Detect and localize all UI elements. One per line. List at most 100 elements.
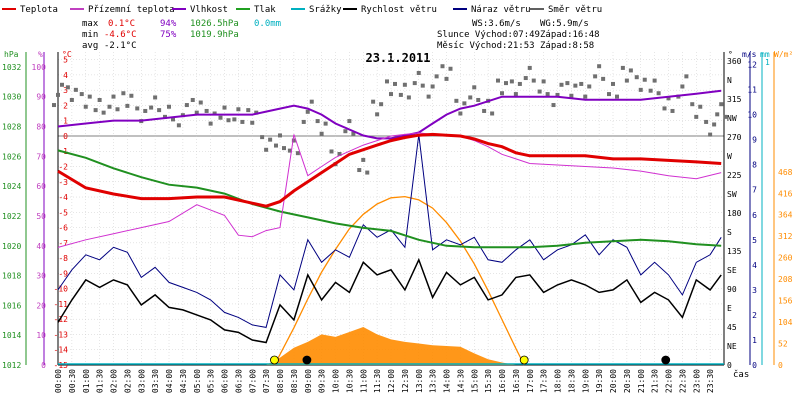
- sunset-text: Západ:16:48: [540, 30, 600, 40]
- tick-label-dir: S: [727, 228, 732, 237]
- tick-label-dir: W: [727, 152, 732, 161]
- wind-direction-point: [517, 81, 522, 86]
- tick-label-temp: 5: [63, 56, 68, 65]
- wind-direction-point: [246, 108, 251, 113]
- wind-direction-point: [620, 65, 625, 70]
- wind-direction-point: [712, 122, 717, 127]
- wind-direction-point: [167, 104, 171, 109]
- x-tick-label: 22:00: [665, 369, 674, 393]
- wind-direction-point: [684, 74, 689, 79]
- wind-direction-point: [412, 81, 417, 86]
- x-tick-label: 04:30: [179, 369, 188, 393]
- x-tick-label: 10:30: [345, 369, 354, 393]
- wind-direction-point: [579, 81, 584, 86]
- tick-label-temp: 3: [63, 86, 68, 95]
- tick-label-ms: 9: [752, 136, 757, 145]
- wind-direction-point: [462, 101, 467, 106]
- tick-label-dir: NE: [727, 342, 737, 351]
- wind-direction-point: [347, 119, 352, 124]
- stats-min-hum: 75%: [160, 30, 177, 40]
- wind-direction-point: [537, 89, 542, 94]
- x-tick-label: 19:30: [595, 369, 604, 393]
- chart-title: 23.1.2011: [365, 51, 430, 65]
- x-tick-label: 20:00: [609, 369, 618, 393]
- wind-direction-point: [454, 98, 459, 103]
- wind-direction-point: [569, 93, 574, 98]
- series-pressure: [57, 149, 722, 249]
- wind-direction-point: [583, 94, 588, 99]
- stats-max-rain: 0.0mm: [254, 19, 281, 29]
- wind-direction-point: [264, 147, 269, 152]
- wind-direction-point: [648, 88, 653, 93]
- wind-direction-point: [291, 138, 296, 143]
- wind-direction-point: [615, 94, 619, 99]
- wind-direction-point: [69, 97, 74, 102]
- tick-label-pct: 10: [36, 331, 46, 340]
- moonrise-marker: [661, 355, 671, 365]
- tick-label-pct: 70: [36, 152, 46, 161]
- tick-label-wm2: 0: [778, 361, 783, 370]
- tick-label-hpa: 1026: [2, 152, 21, 161]
- tick-label-wm2: 364: [778, 211, 793, 220]
- wind-direction-point: [440, 64, 445, 69]
- x-tick-label: 07:00: [248, 369, 257, 393]
- stats-min-press: 1019.9hPa: [190, 30, 239, 40]
- x-tick-label: 09:00: [304, 369, 313, 393]
- series-humidity: [57, 89, 722, 140]
- wind-direction-point: [496, 78, 500, 83]
- tick-label-pct: 20: [36, 301, 46, 310]
- wind-direction-point: [218, 115, 223, 120]
- tick-label-ms: 0: [752, 361, 757, 370]
- wind-direction-point: [393, 81, 397, 86]
- tick-label-temp: -6: [58, 224, 68, 233]
- x-tick-label: 02:30: [123, 369, 132, 393]
- tick-label-ms: 8: [752, 161, 757, 170]
- legend-label: Rychlost větru: [361, 5, 437, 15]
- legend-label: Přízemní teplota: [88, 5, 175, 15]
- series-ground-temp: [57, 132, 722, 248]
- wind-direction-point: [278, 133, 282, 138]
- wind-direction-point: [73, 87, 78, 92]
- wind-direction-point: [500, 91, 504, 96]
- tick-label-hpa: 1032: [2, 63, 21, 72]
- tick-label-wm2: 416: [778, 189, 793, 198]
- wind-direction-point: [163, 114, 167, 119]
- tick-label-temp: -4: [58, 193, 68, 202]
- series-temperature: [57, 132, 722, 208]
- x-tick-label: 15:00: [470, 369, 479, 393]
- wind-direction-point: [309, 99, 314, 104]
- x-tick-label: 11:00: [359, 369, 368, 393]
- x-tick-label: 18:30: [567, 369, 576, 393]
- wind-direction-point: [153, 95, 158, 100]
- tick-label-pct: 90: [36, 93, 46, 102]
- wind-direction-point: [587, 84, 592, 89]
- wind-direction-point: [208, 121, 213, 126]
- wind-direction-point: [389, 92, 393, 97]
- wind-direction-point: [323, 121, 328, 126]
- tick-label-pct: 30: [36, 272, 46, 281]
- wind-direction-point: [222, 105, 227, 110]
- wind-direction-point: [531, 78, 536, 83]
- wind-direction-point: [448, 66, 453, 71]
- wind-direction-point: [680, 84, 685, 89]
- wind-direction-point: [250, 120, 255, 125]
- wind-direction-point: [56, 92, 60, 97]
- x-tick-label: 23:00: [692, 369, 701, 393]
- axis-title: °C: [62, 50, 72, 59]
- legend-label: Teplota: [20, 5, 58, 15]
- stats-max-label: max: [82, 19, 99, 29]
- tick-label-dir: 0: [727, 361, 732, 370]
- tick-label-hpa: 1030: [2, 93, 21, 102]
- wind-direction-point: [282, 146, 286, 151]
- tick-label-temp: -10: [54, 285, 69, 294]
- wind-direction-point: [357, 168, 362, 173]
- wind-direction-point: [121, 91, 126, 96]
- wind-direction-point: [301, 119, 306, 124]
- wind-direction-point: [545, 92, 550, 97]
- wind-direction-point: [79, 92, 84, 97]
- tick-label-hpa: 1016: [2, 301, 21, 310]
- wind-direction-point: [115, 107, 120, 112]
- wind-direction-point: [83, 104, 88, 109]
- wind-direction-point: [236, 107, 241, 112]
- wind-direction-point: [523, 76, 528, 81]
